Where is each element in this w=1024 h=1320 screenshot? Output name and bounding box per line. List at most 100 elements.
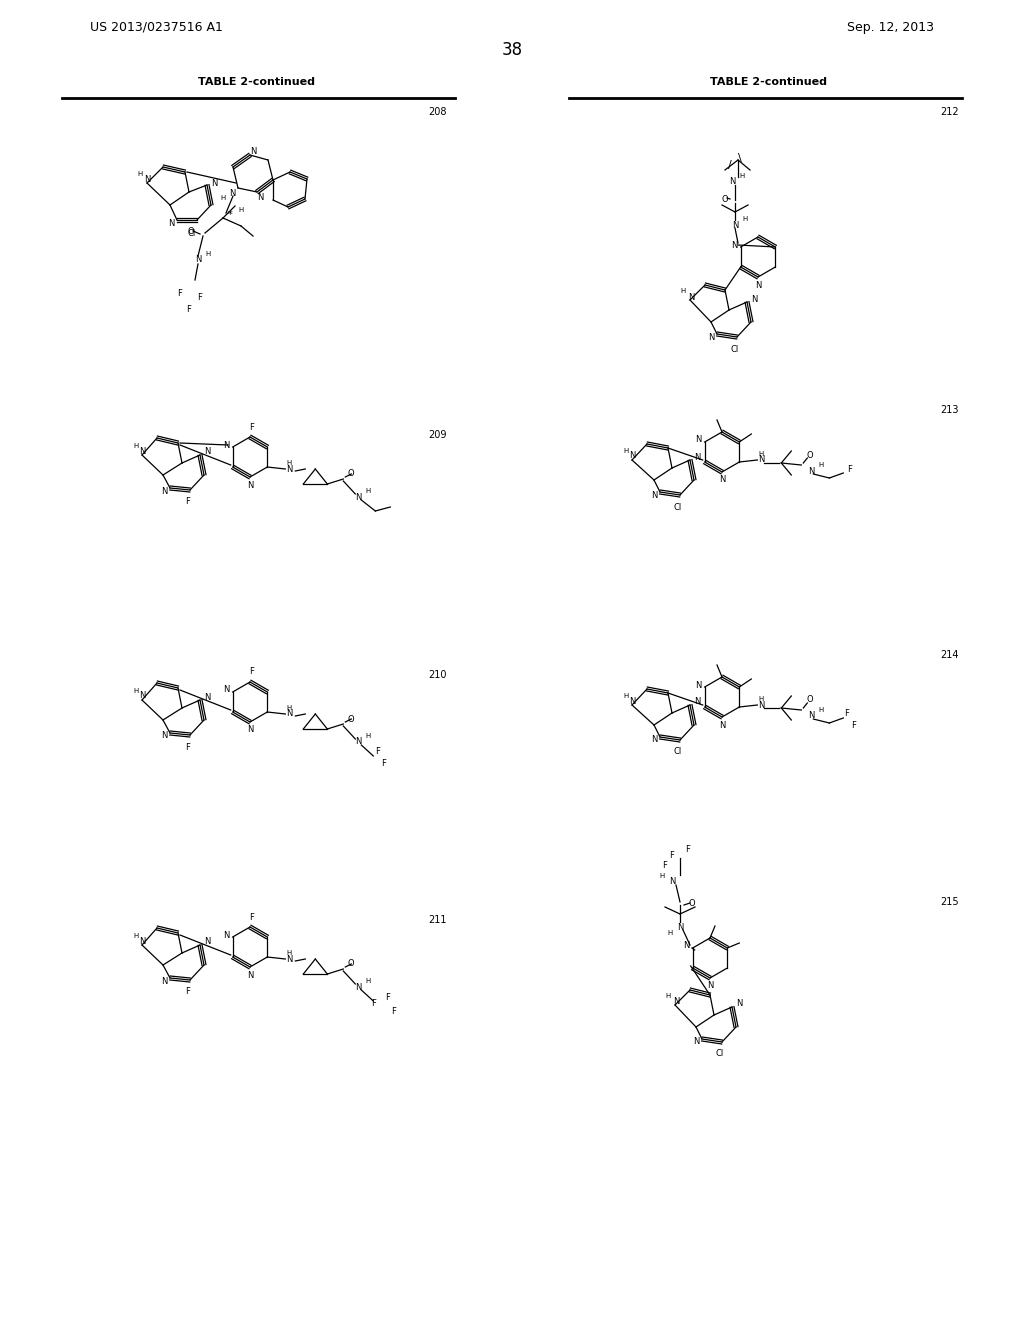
Text: N: N (247, 480, 253, 490)
Text: 38: 38 (502, 41, 522, 59)
Text: H: H (133, 933, 138, 939)
Text: N: N (693, 1038, 699, 1047)
Text: F: F (177, 289, 182, 297)
Text: N: N (195, 256, 201, 264)
Text: O: O (347, 714, 353, 723)
Text: N: N (808, 466, 814, 475)
Text: H: H (666, 993, 671, 999)
Text: F: F (185, 742, 190, 751)
Text: N: N (707, 982, 713, 990)
Text: F: F (851, 722, 856, 730)
Text: N: N (694, 453, 700, 462)
Text: Cl: Cl (716, 1049, 724, 1059)
Text: N: N (683, 941, 690, 950)
Text: H: H (739, 173, 744, 180)
Text: H: H (668, 931, 673, 936)
Text: Sep. 12, 2013: Sep. 12, 2013 (847, 21, 934, 33)
Text: 215: 215 (940, 898, 959, 907)
Text: Cl: Cl (731, 345, 739, 354)
Text: N: N (758, 455, 765, 465)
Text: F: F (371, 999, 376, 1008)
Text: F: F (250, 668, 254, 676)
Text: O: O (806, 450, 813, 459)
Text: O: O (689, 899, 695, 908)
Text: H: H (624, 693, 629, 700)
Text: F: F (663, 861, 668, 870)
Text: \: \ (738, 153, 741, 162)
Text: N: N (161, 731, 167, 741)
Text: 210: 210 (428, 671, 447, 680)
Text: 212: 212 (940, 107, 959, 117)
Text: N: N (168, 219, 174, 227)
Text: H: H (133, 688, 138, 694)
Text: N: N (719, 475, 725, 484)
Text: H: H (287, 950, 292, 956)
Text: O: O (187, 227, 195, 235)
Text: F: F (185, 987, 190, 997)
Text: N: N (355, 492, 361, 502)
Text: H: H (819, 462, 824, 469)
Text: N: N (223, 931, 229, 940)
Text: N: N (629, 697, 635, 705)
Text: N: N (651, 491, 657, 499)
Text: N: N (669, 878, 675, 887)
Text: F: F (381, 759, 386, 768)
Text: H: H (220, 195, 225, 201)
Text: H: H (239, 207, 244, 213)
Text: F: F (685, 846, 690, 854)
Text: N: N (143, 174, 151, 183)
Text: N: N (755, 281, 761, 289)
Text: 214: 214 (940, 649, 959, 660)
Text: N: N (688, 293, 694, 301)
Text: H: H (624, 447, 629, 454)
Text: N: N (286, 954, 293, 964)
Text: /: / (728, 160, 732, 170)
Text: H: H (680, 288, 686, 294)
Text: N: N (257, 193, 263, 202)
Text: N: N (758, 701, 765, 710)
Text: F: F (844, 710, 849, 718)
Text: N: N (729, 177, 735, 186)
Text: H: H (819, 708, 824, 713)
Text: Cl: Cl (674, 503, 682, 511)
Text: H: H (206, 251, 211, 257)
Text: N: N (677, 923, 683, 932)
Text: N: N (139, 692, 145, 701)
Text: N: N (629, 451, 635, 461)
Text: N: N (732, 220, 738, 230)
Text: N: N (247, 726, 253, 734)
Text: N: N (223, 685, 229, 694)
Text: H: H (366, 978, 371, 983)
Text: N: N (751, 294, 757, 304)
Text: N: N (719, 721, 725, 730)
Text: 211: 211 (428, 915, 447, 925)
Text: N: N (695, 436, 701, 445)
Text: N: N (247, 970, 253, 979)
Text: TABLE 2-continued: TABLE 2-continued (198, 77, 314, 87)
Text: N: N (204, 447, 210, 457)
Text: N: N (736, 999, 742, 1008)
Text: N: N (223, 441, 229, 450)
Text: F: F (670, 850, 675, 859)
Text: H: H (659, 873, 665, 879)
Text: N: N (695, 681, 701, 689)
Text: N: N (694, 697, 700, 706)
Text: H: H (287, 459, 292, 466)
Text: F: F (847, 465, 852, 474)
Text: N: N (204, 937, 210, 946)
Text: O: O (806, 696, 813, 705)
Text: N: N (139, 936, 145, 945)
Text: N: N (204, 693, 210, 701)
Text: H: H (759, 696, 764, 702)
Text: F: F (185, 498, 190, 507)
Text: F: F (250, 422, 254, 432)
Text: N: N (228, 189, 236, 198)
Text: N: N (355, 982, 361, 991)
Text: N: N (139, 446, 145, 455)
Text: N: N (808, 711, 814, 721)
Text: H: H (137, 172, 142, 177)
Text: H: H (287, 705, 292, 711)
Text: N: N (211, 178, 217, 187)
Text: F: F (250, 912, 254, 921)
Text: N: N (250, 147, 256, 156)
